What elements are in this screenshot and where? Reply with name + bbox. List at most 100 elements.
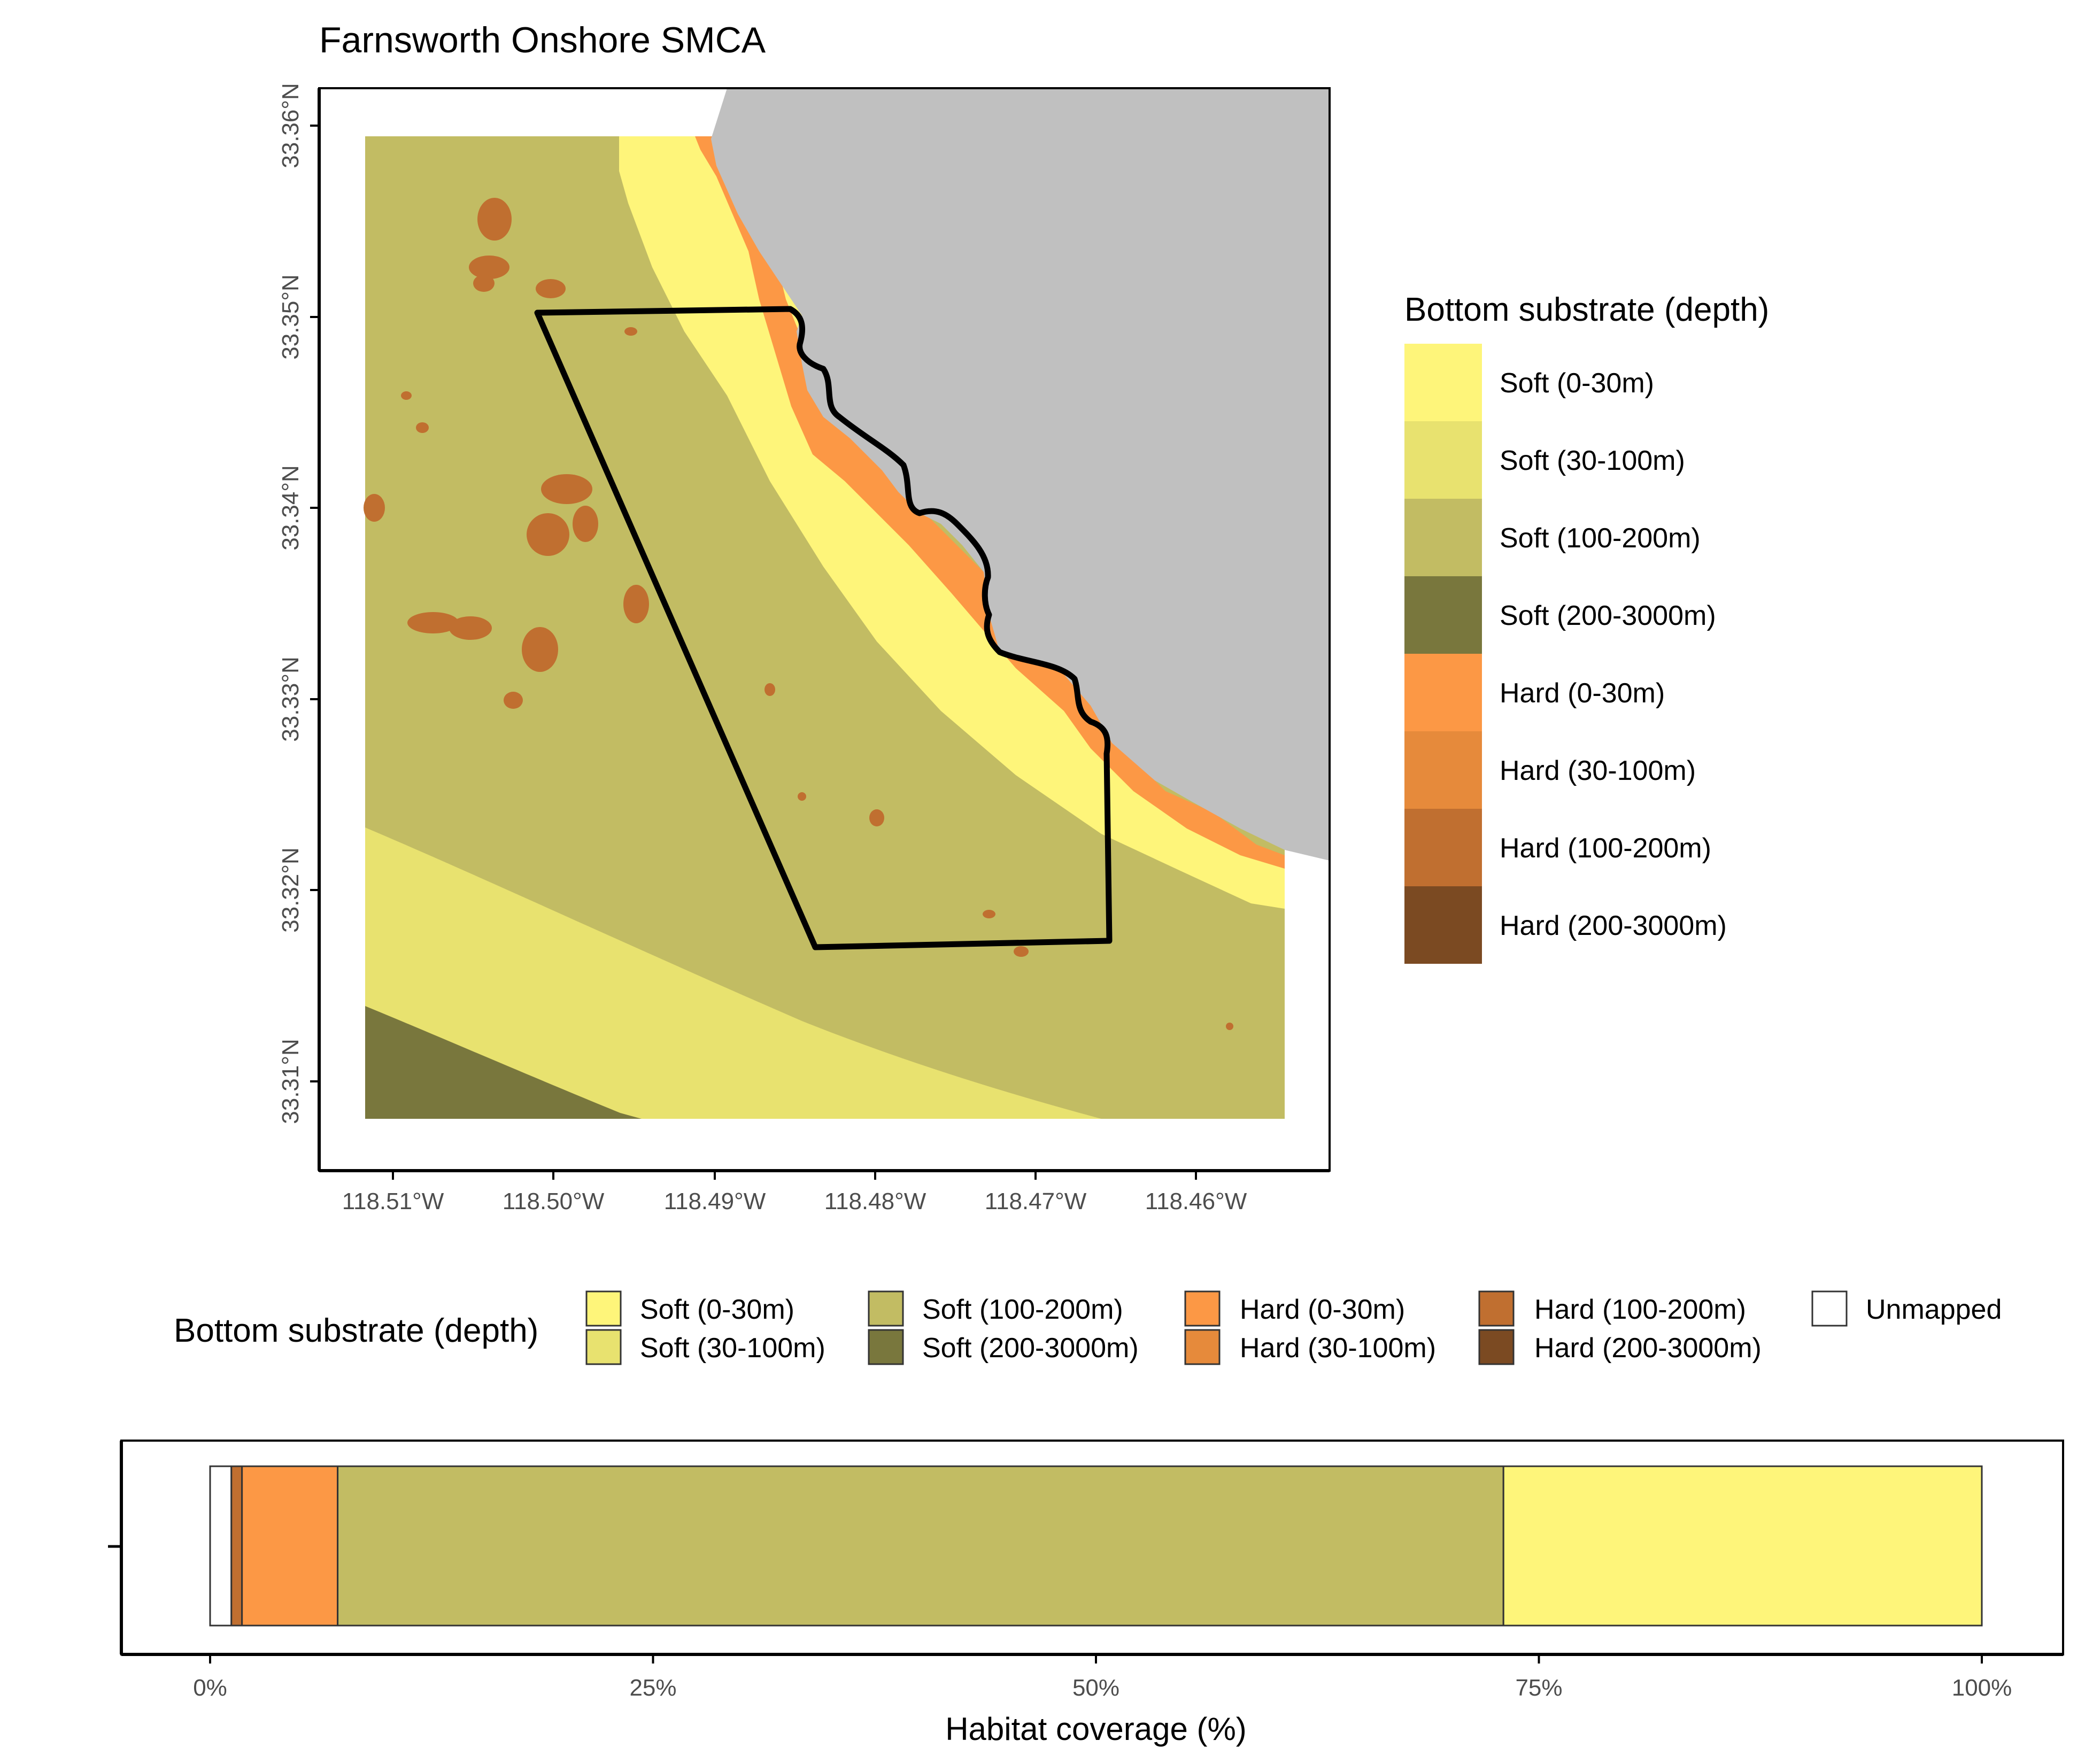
coverage-legend-item: Soft (0-30m): [585, 1290, 794, 1327]
map-title: Farnsworth Onshore SMCA: [319, 20, 766, 60]
coverage-x-tick-label: 75%: [1515, 1675, 1562, 1701]
coverage-legend-label: Hard (100-200m): [1534, 1294, 1746, 1325]
map-legend-item: Hard (100-200m): [1404, 809, 1711, 886]
map-legend: Bottom substrate (depth) Soft (0-30m) So…: [1404, 291, 1769, 964]
map-legend-swatch: [1404, 654, 1482, 731]
map-legend-item: Hard (0-30m): [1404, 654, 1665, 731]
coverage-bar-segment: [241, 1465, 339, 1627]
coverage-legend-swatch: [1478, 1329, 1515, 1365]
coverage-legend-label: Soft (0-30m): [640, 1294, 794, 1325]
coverage-legend-swatch: [868, 1290, 904, 1327]
lat-tick-label: 33.34°N: [277, 465, 304, 550]
coverage-legend: Bottom substrate (depth) Soft (0-30m) So…: [174, 1290, 2002, 1365]
lon-tick-label: 118.48°W: [824, 1188, 926, 1214]
coverage-legend-swatch: [585, 1329, 622, 1365]
lat-tick-label: 33.35°N: [277, 274, 304, 359]
map-legend-item: Soft (30-100m): [1404, 421, 1685, 499]
coverage-legend-item: Hard (200-3000m): [1478, 1329, 1762, 1365]
lat-tick-label: 33.36°N: [277, 83, 304, 168]
coverage-bar-segment: [209, 1465, 233, 1627]
lat-tick-3: 33.34°N: [277, 465, 319, 551]
lat-tick-5: 33.32°N: [277, 847, 319, 933]
lon-axis: 118.51°W 118.50°W 118.49°W 118.48°W 118.…: [319, 1169, 1330, 1214]
lon-tick-4: 118.48°W: [824, 1171, 926, 1214]
map-legend-title: Bottom substrate (depth): [1404, 291, 1769, 328]
lat-tick-6: 33.31°N: [277, 1039, 319, 1124]
coverage-bar-segment: [337, 1465, 1504, 1627]
map-legend-swatch: [1404, 344, 1482, 421]
coverage-x-tick-label: 0%: [193, 1675, 227, 1701]
coverage-bars: [209, 1465, 1983, 1627]
coverage-chart: 0% 25% 50% 75% 100% Habitat coverage (%): [108, 1440, 2064, 1747]
coverage-legend-label: Soft (100-200m): [922, 1294, 1123, 1325]
coverage-legend-swatch: [1184, 1290, 1221, 1327]
coverage-x-ticks: 0% 25% 50% 75% 100%: [193, 1654, 2012, 1701]
coverage-legend-item: Soft (100-200m): [868, 1290, 1123, 1327]
smca-boundary: [534, 306, 1113, 950]
map-legend-item: Hard (200-3000m): [1404, 886, 1727, 964]
map-legend-label: Soft (30-100m): [1500, 445, 1685, 476]
lon-tick-5: 118.47°W: [985, 1171, 1087, 1214]
map-legend-swatch: [1404, 886, 1482, 964]
lat-tick-label: 33.32°N: [277, 847, 304, 932]
coverage-legend-swatch: [1184, 1329, 1221, 1365]
coverage-bar-segment: [1502, 1465, 1983, 1627]
lon-tick-6: 118.46°W: [1145, 1171, 1247, 1214]
hard-100-200-patches: [364, 198, 1233, 1030]
lat-tick-2: 33.35°N: [277, 274, 319, 360]
lon-tick-label: 118.46°W: [1145, 1188, 1247, 1214]
coverage-legend-label: Soft (30-100m): [640, 1333, 825, 1364]
map-panel: [318, 87, 1331, 1172]
coverage-legend-item: Soft (200-3000m): [868, 1329, 1139, 1365]
map-legend-swatch: [1404, 809, 1482, 886]
coverage-legend-item: Unmapped: [1811, 1290, 2002, 1327]
map-legend-label: Soft (100-200m): [1500, 523, 1701, 554]
coverage-legend-label: Soft (200-3000m): [922, 1333, 1139, 1364]
coverage-legend-swatch: [868, 1329, 904, 1365]
lon-tick-label: 118.50°W: [503, 1188, 605, 1214]
coverage-legend-label: Unmapped: [1866, 1294, 2002, 1325]
coverage-legend-swatch: [585, 1290, 622, 1327]
coverage-legend-item: Hard (100-200m): [1478, 1290, 1746, 1327]
map-legend-label: Hard (30-100m): [1500, 755, 1696, 786]
map-legend-item: Soft (0-30m): [1404, 344, 1654, 421]
map-legend-item: Soft (100-200m): [1404, 499, 1701, 576]
lon-tick-2: 118.50°W: [503, 1171, 605, 1214]
map-legend-swatch: [1404, 421, 1482, 499]
coverage-x-tick-label: 100%: [1952, 1675, 2012, 1701]
map-legend-item: Hard (30-100m): [1404, 731, 1696, 809]
coverage-x-tick-label: 50%: [1072, 1675, 1119, 1701]
lat-tick-label: 33.31°N: [277, 1039, 304, 1124]
map-legend-swatch: [1404, 499, 1482, 576]
coverage-x-axis-title: Habitat coverage (%): [945, 1711, 1247, 1747]
coverage-legend-item: Soft (30-100m): [585, 1329, 825, 1365]
coverage-legend-item: Hard (30-100m): [1184, 1329, 1436, 1365]
soft-30-100-zone: [365, 827, 1101, 1119]
map-legend-label: Hard (100-200m): [1500, 833, 1711, 864]
lon-tick-label: 118.47°W: [985, 1188, 1087, 1214]
coverage-legend-swatch: [1811, 1290, 1848, 1327]
coverage-x-tick-label: 25%: [629, 1675, 676, 1701]
coverage-legend-item: Hard (0-30m): [1184, 1290, 1405, 1327]
map-legend-label: Hard (0-30m): [1500, 678, 1665, 709]
coverage-legend-label: Hard (200-3000m): [1534, 1333, 1762, 1364]
coverage-legend-title: Bottom substrate (depth): [174, 1312, 538, 1349]
lat-tick-label: 33.33°N: [277, 656, 304, 741]
lon-tick-label: 118.51°W: [342, 1188, 444, 1214]
map-legend-item: Soft (200-3000m): [1404, 576, 1716, 654]
lon-tick-label: 118.49°W: [664, 1188, 766, 1214]
lat-axis: 33.36°N 33.35°N 33.34°N 33.33°N 33.32°N …: [277, 83, 321, 1171]
lat-tick-4: 33.33°N: [277, 656, 319, 742]
lat-tick-1: 33.36°N: [277, 83, 319, 168]
map-legend-label: Soft (0-30m): [1500, 368, 1654, 399]
lon-tick-3: 118.49°W: [664, 1171, 766, 1214]
map-legend-label: Hard (200-3000m): [1500, 910, 1727, 941]
map-legend-swatch: [1404, 576, 1482, 654]
coverage-legend-swatch: [1478, 1290, 1515, 1327]
map-legend-label: Soft (200-3000m): [1500, 600, 1716, 631]
lon-tick-1: 118.51°W: [342, 1171, 444, 1214]
coverage-legend-label: Hard (0-30m): [1240, 1294, 1405, 1325]
coverage-bar-segment: [230, 1465, 243, 1627]
coverage-legend-label: Hard (30-100m): [1240, 1333, 1436, 1364]
land-mass: [711, 88, 1330, 861]
